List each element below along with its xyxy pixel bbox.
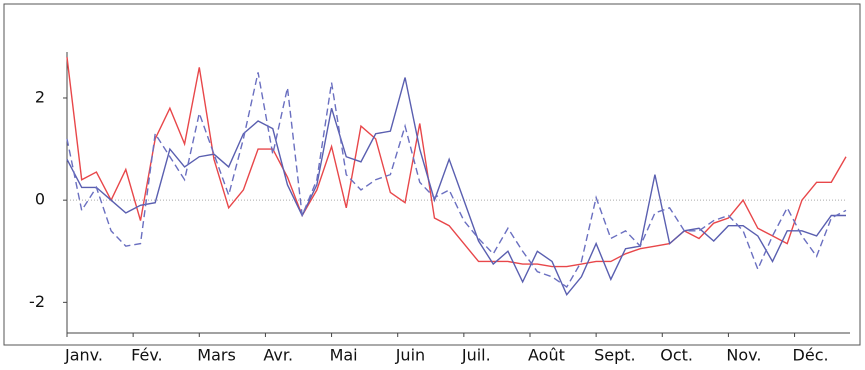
- x-tick-label: Avr.: [263, 346, 293, 365]
- x-tick-label: Mai: [330, 346, 358, 365]
- x-tick-label: Juin: [395, 346, 425, 365]
- y-tick-label: 0: [35, 190, 45, 209]
- x-tick-label: Fév.: [131, 346, 162, 365]
- y-tick-label: -2: [29, 292, 45, 311]
- x-tick-label: Mars: [197, 346, 236, 365]
- series-line: [66, 72, 847, 289]
- x-tick-label: Nov.: [726, 346, 761, 365]
- x-tick-label: Déc.: [793, 346, 829, 365]
- x-tick-label: Août: [528, 346, 565, 365]
- series-line: [66, 57, 847, 268]
- y-tick-label: 2: [35, 87, 45, 106]
- frame: [3, 3, 861, 346]
- series-line: [66, 77, 846, 297]
- x-tick-label: Sept.: [594, 346, 636, 365]
- x-tick-label: Juil.: [461, 346, 491, 365]
- x-tick-label: Oct.: [660, 346, 693, 365]
- x-tick-label: Janv.: [64, 346, 103, 365]
